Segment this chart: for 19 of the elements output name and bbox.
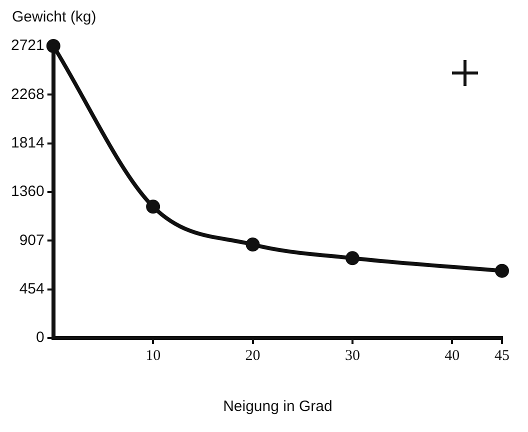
x-tick-label: 30: [344, 348, 360, 364]
point: [246, 238, 260, 252]
y-tick-label: 0: [36, 329, 44, 346]
x-tick-label: 45: [494, 348, 510, 364]
x-tick-label: 40: [444, 348, 460, 364]
point: [345, 251, 360, 266]
point: [495, 264, 509, 278]
x-tick-label: 10: [146, 348, 161, 364]
y-tick-label: 454: [19, 280, 44, 298]
y-tick-label: 2268: [10, 86, 44, 103]
x-axis-title: Neigung in Grad: [223, 398, 332, 416]
y-axis-title: Gewicht (kg): [12, 8, 96, 26]
y-tick-label: 1360: [10, 183, 44, 200]
point: [146, 200, 160, 214]
y-tick-label: 907: [19, 232, 44, 249]
point: [46, 39, 60, 53]
y-tick-label: 2721: [10, 37, 44, 54]
y-tick-label: 1814: [10, 134, 44, 152]
x-tick-label: 20: [245, 348, 260, 364]
